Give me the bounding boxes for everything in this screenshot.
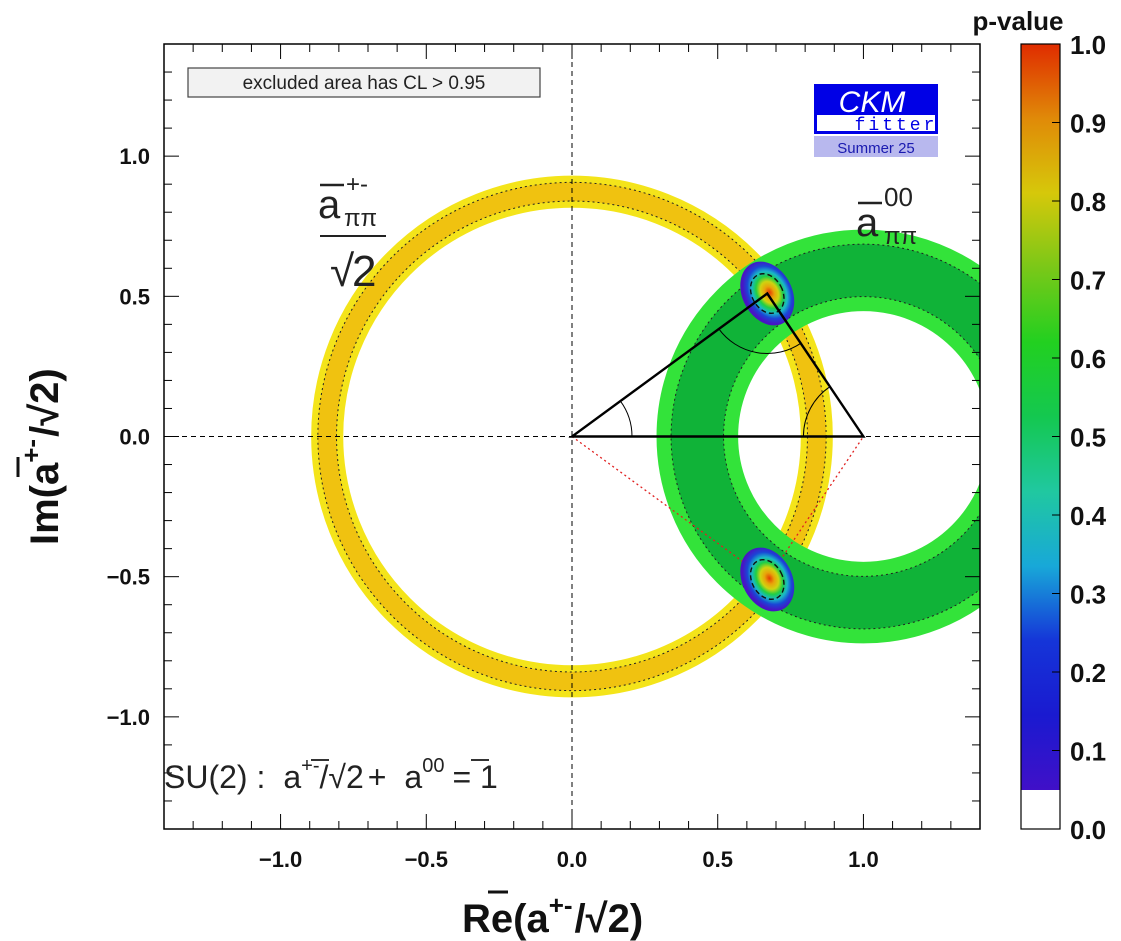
su2-a1: a: [283, 759, 301, 795]
solution-1: [740, 547, 795, 612]
apm-label-a: a: [318, 183, 341, 227]
legend-frame: [187, 67, 541, 98]
x-tick-label: −1.0: [259, 847, 302, 872]
x-tick-label: 0.5: [702, 847, 733, 872]
a00-ring-label: a 00 ππ: [856, 182, 917, 250]
colorbar-tick-label: 0.4: [1070, 501, 1107, 531]
su2-a2: a: [404, 759, 422, 795]
colorbar-empty-bin: [1021, 790, 1060, 829]
legend-text: excluded area has CL > 0.95: [243, 73, 486, 94]
ckmfitter-logo: CKM fitter Summer 25: [814, 84, 938, 157]
colorbar-tick-label: 1.0: [1070, 30, 1106, 60]
legend-box: excluded area has CL > 0.95: [187, 67, 541, 98]
su2-relation: SU(2) : a+-/√2 + a00 = 1: [164, 755, 498, 795]
angle-arc-origin: [620, 400, 633, 437]
y-tick-label: −0.5: [107, 565, 150, 590]
mirror-triangle: [571, 435, 864, 581]
y-axis-title: Im(a+- /√2): [16, 368, 67, 545]
angle-arc-apex: [718, 328, 802, 355]
apm-label-sub: ππ: [344, 205, 377, 232]
svg-text:Im(a+-/√2): Im(a+- /√2): [16, 368, 67, 545]
a00-label-sub: ππ: [884, 223, 917, 250]
a00-label-a: a: [856, 201, 879, 245]
y-axis-title-abar: a: [23, 462, 67, 485]
x-axis-title-main: Re(: [462, 897, 527, 941]
x-axis-title-sup: +-: [549, 890, 573, 920]
svg-text:SU(2) :a+-/√2+a00= 1: SU(2) : a+-/√2 + a00 = 1: [164, 755, 498, 795]
y-tick-label: −1.0: [107, 705, 150, 730]
y-axis-title-close: ): [23, 368, 67, 381]
y-tick-label: 1.0: [119, 144, 150, 169]
y-tick-labels: −1.0 −0.5 0.0 0.5 1.0: [107, 144, 150, 730]
su2-sup1: +-: [301, 755, 319, 777]
x-axis-title-sqrt: √: [586, 897, 609, 941]
colorbar-tick-label: 0.6: [1070, 344, 1106, 374]
su2-sup2: 00: [422, 755, 444, 777]
colorbar-tick-label: 0.1: [1070, 737, 1106, 767]
logo-ckm-text: CKM: [839, 86, 906, 119]
x-axis-title: Re(a+-/√2): [462, 890, 643, 941]
su2-slash: /: [319, 759, 328, 795]
colorbar-ticks: 0.0 0.1 0.2 0.3 0.4 0.5 0.6 0.7 0.8 0.9 1.0: [1052, 30, 1107, 845]
logo-fitter-text: fitter: [855, 116, 938, 136]
su2-eq: = 1: [452, 759, 497, 795]
colorbar-tick-label: 0.7: [1070, 266, 1106, 296]
x-axis-title-abar: a: [526, 897, 549, 941]
colorbar-tick-label: 0.0: [1070, 815, 1106, 845]
ring-1-contour-outer: [670, 243, 980, 630]
x-axis-title-two: 2: [608, 897, 630, 941]
y-tick-label: 0.0: [119, 425, 150, 450]
y-axis-title-two: 2: [23, 382, 67, 404]
logo-season-text: Summer 25: [837, 140, 915, 157]
x-axis-title-close: ): [630, 897, 643, 941]
apm-label-two: 2: [352, 247, 376, 296]
apm-label-sup: +-: [346, 171, 368, 198]
solution-1-contour: [749, 559, 785, 600]
colorbar-tick-label: 0.8: [1070, 187, 1106, 217]
colorbar-gradient: [1021, 44, 1060, 790]
plot-area: [164, 44, 980, 829]
su2-prefix: SU(2) :: [164, 759, 265, 795]
colorbar-tick-label: 0.5: [1070, 423, 1106, 453]
svg-text:Re(a+-/√2): Re(a+-/√2): [462, 890, 643, 941]
logo-inner-band: [817, 115, 935, 131]
y-axis-title-slash: /: [23, 426, 67, 437]
colorbar-tick-label: 0.2: [1070, 658, 1106, 688]
logo-season-band: [814, 136, 938, 157]
unitarity-triangle: [568, 291, 866, 438]
y-tick-label: 0.5: [119, 284, 150, 309]
angle-arc-right: [802, 386, 831, 437]
y-axis-title-main: Im(: [23, 484, 67, 545]
su2-plus: +: [368, 759, 387, 795]
x-tick-label: 0.0: [557, 847, 588, 872]
solution-0-contour: [749, 273, 785, 314]
su2-two: 2: [346, 759, 364, 795]
colorbar: p-value 0.0 0.1 0.2 0.3 0.4 0.5 0.6 0.7 0.8 0.9 1.…: [972, 6, 1106, 845]
colorbar-tick-label: 0.9: [1070, 109, 1106, 139]
colorbar-tick-label: 0.3: [1070, 580, 1106, 610]
x-axis-title-slash: /: [575, 897, 586, 941]
y-axis-title-sqrt: √: [23, 403, 67, 426]
su2-sqrt: √: [328, 759, 346, 795]
apm-ring-label: a +- ππ √ 2: [318, 171, 386, 296]
y-axis-title-sup: +-: [16, 439, 46, 463]
colorbar-title: p-value: [972, 6, 1063, 36]
a00-label-sup: 00: [884, 182, 913, 212]
x-tick-label: −0.5: [405, 847, 448, 872]
axis-ticks: [163, 43, 981, 830]
x-tick-labels: −1.0 −0.5 0.0 0.5 1.0: [259, 847, 879, 872]
apm-label-sqrt: √: [330, 247, 355, 296]
x-tick-label: 1.0: [848, 847, 879, 872]
